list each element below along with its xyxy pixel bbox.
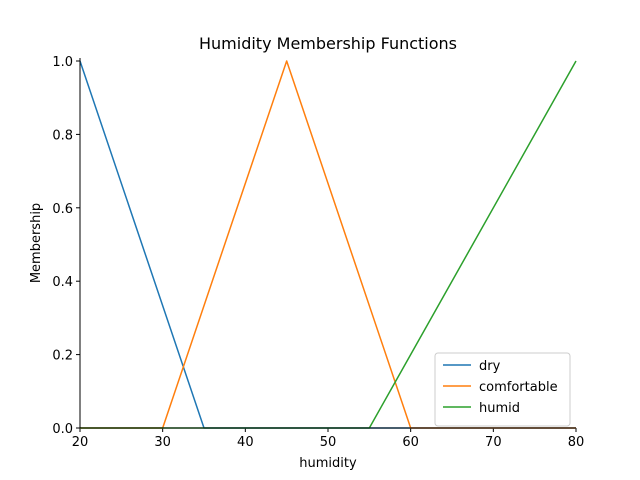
chart-title: Humidity Membership Functions [199, 34, 457, 53]
x-tick-label: 50 [320, 435, 337, 450]
axes [79, 58, 576, 429]
x-tick-label: 80 [568, 435, 585, 450]
x-tick-label: 20 [72, 435, 89, 450]
y-tick-label: 0.0 [52, 422, 73, 437]
y-tick-label: 1.0 [52, 55, 73, 70]
x-tick-label: 30 [154, 435, 171, 450]
y-axis-label: Membership [29, 203, 44, 283]
y-tick-label: 0.8 [52, 128, 73, 143]
y-tick-label: 0.6 [52, 202, 73, 217]
x-tick-label: 70 [485, 435, 502, 450]
axis-ticks: 20 30 40 50 60 70 80 0.0 0.2 0.4 0.6 0.8 1.0 [52, 55, 584, 450]
legend-label: dry [479, 359, 501, 374]
legend: dry comfortable humid [434, 352, 571, 427]
x-axis-label: humidity [299, 456, 357, 471]
x-tick-label: 60 [402, 435, 419, 450]
y-tick-label: 0.2 [52, 349, 73, 364]
legend-label: humid [479, 401, 520, 416]
x-tick-label: 40 [237, 435, 254, 450]
y-tick-label: 0.4 [52, 275, 73, 290]
legend-label: comfortable [479, 380, 558, 395]
